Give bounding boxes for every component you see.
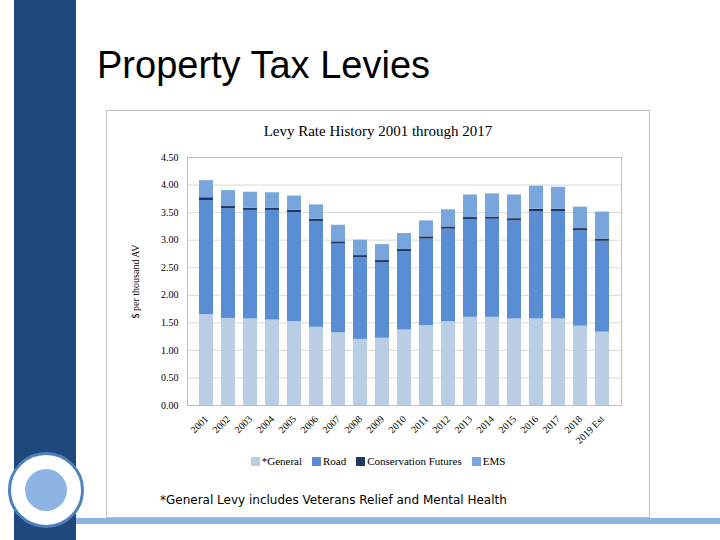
svg-text:2006: 2006: [298, 413, 320, 435]
svg-text:2012: 2012: [430, 413, 452, 435]
svg-text:2008: 2008: [342, 413, 364, 435]
svg-text:2001: 2001: [188, 413, 210, 435]
svg-text:4.50: 4.50: [161, 152, 179, 163]
svg-text:2011: 2011: [409, 413, 431, 435]
svg-text:3.50: 3.50: [161, 207, 179, 218]
html-text:Levy Rate History 2001 through: Levy Rate History 2001 through 2017: [263, 123, 493, 139]
svg-text:2018: 2018: [562, 413, 585, 436]
svg-text:1.00: 1.00: [161, 345, 179, 356]
svg-text:2009: 2009: [364, 413, 386, 435]
svg-text:0.50: 0.50: [161, 372, 179, 383]
svg-text:0.00: 0.00: [161, 400, 179, 411]
svg-text:2007: 2007: [320, 413, 342, 435]
svg-text:4.00: 4.00: [161, 179, 179, 190]
svg-text:2.00: 2.00: [161, 289, 179, 300]
html-text:Property Tax Levies: Property Tax Levies: [97, 44, 430, 86]
svg-text:2016: 2016: [518, 413, 540, 435]
svg-text:2010: 2010: [386, 413, 408, 435]
svg-text:2005: 2005: [276, 413, 298, 435]
html-text:*General: *General: [261, 455, 302, 467]
html-text:Road: Road: [323, 455, 347, 467]
svg-text:2015: 2015: [496, 413, 518, 435]
svg-text:2004: 2004: [254, 413, 276, 435]
html-text:Conservation Futures: Conservation Futures: [367, 455, 462, 467]
svg-text:2003: 2003: [232, 413, 254, 435]
svg-text:3.00: 3.00: [161, 234, 179, 245]
svg-text:2019 Est: 2019 Est: [573, 413, 606, 446]
svg-text:2002: 2002: [210, 413, 232, 435]
svg-text:$ per thousand AV: $ per thousand AV: [130, 244, 141, 319]
svg-text:2013: 2013: [452, 413, 474, 435]
svg-text:1.50: 1.50: [161, 317, 179, 328]
svg-text:2014: 2014: [474, 413, 496, 435]
svg-text:2.50: 2.50: [161, 262, 179, 273]
svg-text:2017: 2017: [540, 413, 562, 435]
html-text:*General Levy includes Veteran: *General Levy includes Veterans Relief a…: [160, 493, 507, 507]
html-text:EMS: EMS: [482, 455, 506, 467]
